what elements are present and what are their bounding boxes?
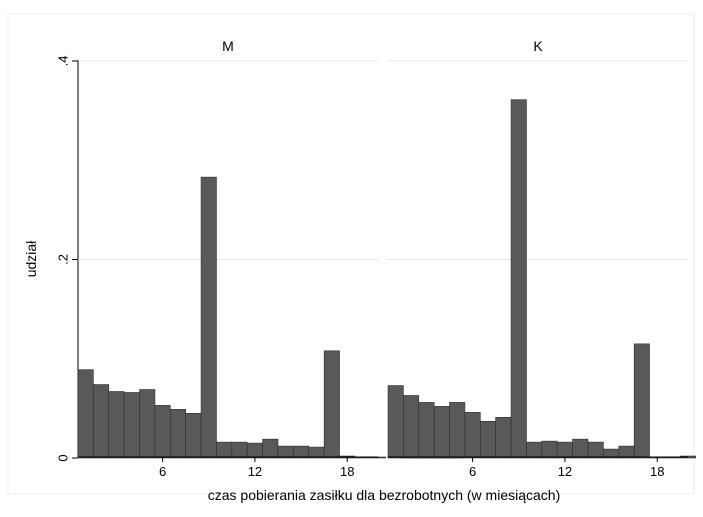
panel-m: 6 12 18 bbox=[77, 60, 463, 479]
y-tick-label: .2 bbox=[55, 254, 70, 265]
histogram-bar bbox=[510, 99, 527, 459]
histogram-bar bbox=[572, 438, 589, 459]
histogram-bar bbox=[154, 405, 171, 459]
histogram-bar bbox=[433, 406, 450, 459]
histogram-bar bbox=[108, 391, 125, 459]
histogram-bar bbox=[246, 442, 263, 459]
histogram-bar bbox=[633, 343, 650, 459]
histogram-bar bbox=[200, 176, 217, 459]
histogram-bar bbox=[495, 417, 512, 459]
histogram-bar bbox=[185, 413, 202, 459]
x-tick-label: 18 bbox=[650, 464, 664, 479]
histogram-bar bbox=[526, 441, 543, 459]
histogram-bar bbox=[449, 402, 466, 459]
histogram-bar bbox=[418, 402, 435, 459]
histogram-bar bbox=[308, 446, 325, 459]
y-tick-label: 0 bbox=[55, 454, 70, 461]
histogram-bar bbox=[587, 441, 604, 459]
histogram-bar bbox=[277, 445, 294, 459]
y-tick-label: .4 bbox=[55, 56, 70, 67]
histogram-bar bbox=[556, 441, 573, 459]
histogram-bar bbox=[231, 441, 248, 459]
histogram-bar bbox=[216, 441, 233, 459]
histogram-bar bbox=[464, 412, 481, 459]
histogram-bar bbox=[93, 384, 110, 459]
x-tick-label: 18 bbox=[340, 464, 354, 479]
histogram-bar bbox=[123, 392, 140, 459]
histogram-bar bbox=[262, 438, 279, 459]
x-tick-label: 6 bbox=[469, 464, 476, 479]
histogram-bar bbox=[403, 395, 420, 459]
histogram-bar bbox=[541, 440, 558, 459]
histogram-bar bbox=[480, 420, 496, 459]
panel-title-k: K bbox=[533, 38, 543, 54]
y-ticks: 0 .2 .4 bbox=[55, 56, 78, 462]
x-tick-label: 6 bbox=[159, 464, 166, 479]
x-tick-label: 12 bbox=[558, 464, 572, 479]
histogram-bar bbox=[323, 350, 340, 459]
x-tick-label: 12 bbox=[248, 464, 262, 479]
panel-k: 6 12 18 bbox=[387, 60, 696, 479]
histogram-bar bbox=[139, 389, 156, 459]
histogram-bar bbox=[387, 385, 404, 459]
chart-border bbox=[7, 13, 695, 495]
histogram-bar bbox=[618, 445, 635, 459]
histogram-bar bbox=[170, 409, 186, 459]
x-axis-title: czas pobierania zasiłku dla bezrobotnych… bbox=[208, 487, 561, 503]
panel-title-m: M bbox=[222, 38, 234, 54]
y-axis-title: udział bbox=[23, 240, 39, 277]
histogram-bar bbox=[77, 369, 94, 459]
histogram-bar bbox=[293, 445, 310, 459]
